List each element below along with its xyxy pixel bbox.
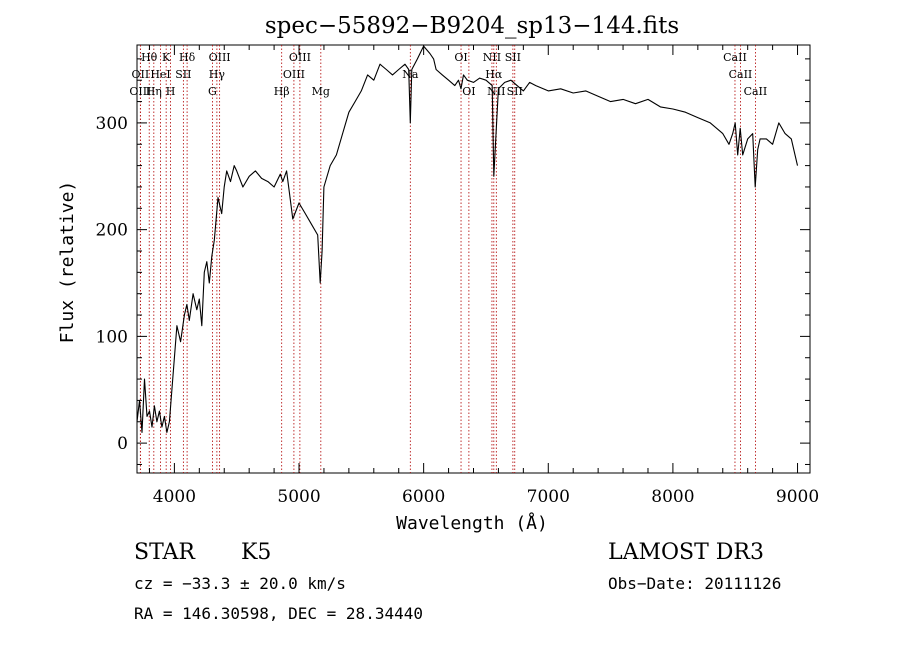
line-label-8: Hδ — [179, 51, 196, 64]
line-label-16: Na — [402, 68, 419, 81]
x-tick-label-3: 7000 — [527, 487, 570, 507]
line-label-24: CaII — [723, 51, 747, 64]
line-label-17: OI — [454, 51, 467, 64]
chart-title: spec−55892−B9204_sp13−144.fits — [265, 13, 679, 39]
x-axis-label: Wavelength (Å) — [396, 512, 548, 534]
y-axis-label: Flux (relative) — [57, 181, 78, 344]
line-label-0: Hθ — [141, 51, 158, 64]
axis-tick-labels: 4000 5000 6000 7000 8000 9000 0 100 200 300 — [96, 114, 820, 507]
line-label-11: G — [208, 85, 217, 98]
x-tick-label-5: 9000 — [776, 487, 819, 507]
line-label-7: SII — [175, 68, 191, 81]
line-label-26: CaII — [744, 85, 768, 98]
coordinates: RA = 146.30598, DEC = 28.34440 — [134, 604, 423, 623]
line-label-10: Hγ — [209, 68, 226, 81]
spectrum-line-0 — [136, 45, 799, 433]
y-tick-label-2: 200 — [96, 221, 128, 241]
axis-ticks — [137, 45, 810, 473]
line-label-14: OIII — [283, 68, 305, 81]
observation-date: Obs−Date: 20111126 — [608, 574, 782, 593]
spectrum-series — [136, 45, 799, 433]
line-label-2: OIII — [129, 85, 151, 98]
line-label-22: SII — [505, 51, 521, 64]
line-label-13: OIII — [289, 51, 311, 64]
line-label-25: CaII — [729, 68, 753, 81]
object-class: STAR — [134, 540, 195, 565]
line-label-3: Hη — [146, 85, 162, 98]
spectral-subclass: K5 — [241, 540, 272, 565]
line-label-5: K — [162, 51, 171, 64]
line-label-6: H — [166, 85, 176, 98]
x-tick-label-2: 6000 — [402, 487, 445, 507]
survey-name: LAMOST DR3 — [608, 540, 764, 565]
y-tick-label-3: 300 — [96, 114, 128, 134]
emission-line-markers — [139, 45, 756, 473]
line-label-21: NII — [487, 85, 505, 98]
x-tick-label-1: 5000 — [277, 487, 320, 507]
line-label-19: NII — [483, 51, 501, 64]
line-label-1: OII — [132, 68, 150, 81]
line-label-23: SII — [507, 85, 523, 98]
plot-frame — [136, 44, 811, 474]
y-tick-label-0: 0 — [117, 434, 128, 454]
redshift-cz: cz = −33.3 ± 20.0 km/s — [134, 574, 346, 593]
line-label-20: Hα — [485, 68, 503, 81]
line-label-4: HeI — [150, 68, 170, 81]
line-label-12: Hβ — [274, 85, 290, 98]
x-tick-label-4: 8000 — [651, 487, 694, 507]
line-label-15: Mg — [312, 85, 330, 98]
line-label-9: OIII — [209, 51, 231, 64]
y-tick-label-1: 100 — [96, 327, 128, 347]
line-label-18: OI — [462, 85, 475, 98]
x-tick-label-0: 4000 — [153, 487, 196, 507]
